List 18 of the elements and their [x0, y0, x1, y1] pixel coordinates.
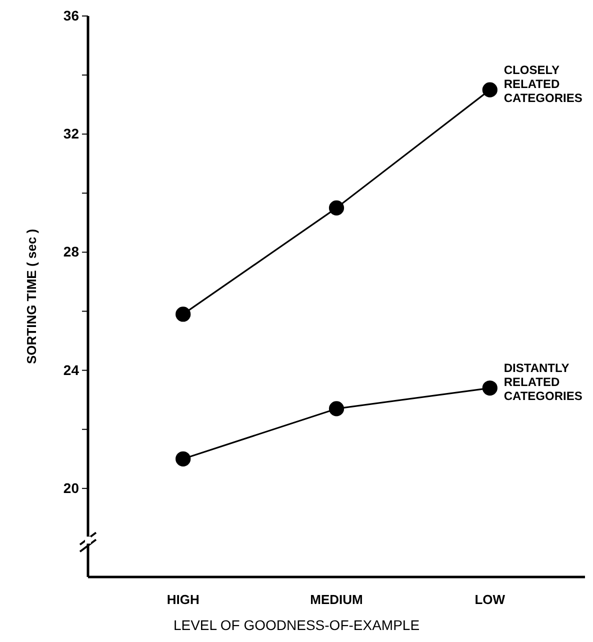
series-label: CLOSELY RELATED CATEGORIES: [504, 62, 582, 105]
x-axis-title: LEVEL OF GOODNESS-OF-EXAMPLE: [173, 617, 420, 633]
x-tick-label: MEDIUM: [310, 592, 363, 608]
y-tick-label: 28: [63, 244, 80, 260]
x-tick-label: LOW: [474, 592, 506, 608]
x-tick-label: HIGH: [166, 592, 200, 608]
point: [176, 451, 191, 466]
y-tick-label: 20: [63, 480, 80, 496]
point: [328, 401, 344, 416]
point: [482, 380, 498, 396]
point: [328, 200, 344, 216]
y-tick-label: 36: [63, 7, 80, 24]
y-tick-label: 32: [63, 126, 80, 142]
y-axis-title: SORTING TIME ( sec ): [24, 228, 39, 364]
y-tick-label: 24: [63, 362, 80, 378]
point: [176, 306, 191, 322]
series-label: DISTANTLY RELATED CATEGORIES: [504, 361, 582, 404]
point: [482, 82, 498, 98]
